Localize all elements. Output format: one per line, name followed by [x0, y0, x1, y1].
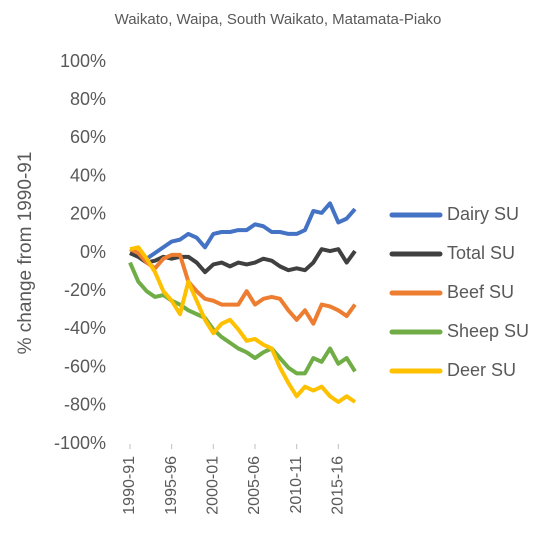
legend-label: Beef SU	[447, 282, 514, 302]
y-tick-label: 80%	[70, 89, 106, 109]
y-tick-label: -100%	[54, 433, 106, 453]
legend-label: Sheep SU	[447, 321, 529, 341]
y-tick-label: 40%	[70, 165, 106, 185]
x-tick-label: 1990-91	[121, 456, 138, 515]
y-axis-label: % change from 1990-91	[15, 152, 36, 355]
y-tick-label: 100%	[60, 51, 106, 71]
y-tick-label: -20%	[64, 280, 106, 300]
x-tick-label: 2005-06	[246, 456, 263, 515]
series-line	[128, 261, 357, 376]
y-tick-label: 0%	[80, 242, 106, 262]
y-tick-label: 60%	[70, 127, 106, 147]
x-tick-label: 2015-16	[330, 456, 347, 515]
y-tick-label: -60%	[64, 356, 106, 376]
series-line	[129, 247, 357, 326]
x-tick-label: 2010-11	[288, 456, 305, 514]
x-tick-label: 2000-01	[205, 456, 222, 515]
y-tick-label: -40%	[64, 318, 106, 338]
legend-label: Dairy SU	[447, 204, 519, 224]
chart-title: Waikato, Waipa, South Waikato, Matamata-…	[115, 11, 442, 28]
x-tick-label: 1995-96	[163, 456, 180, 515]
y-tick-label: -80%	[64, 395, 106, 415]
y-tick-label: 20%	[70, 204, 106, 224]
series-line	[129, 201, 357, 261]
series-line	[129, 245, 357, 404]
legend-label: Deer SU	[447, 360, 516, 380]
legend-label: Total SU	[447, 243, 515, 263]
